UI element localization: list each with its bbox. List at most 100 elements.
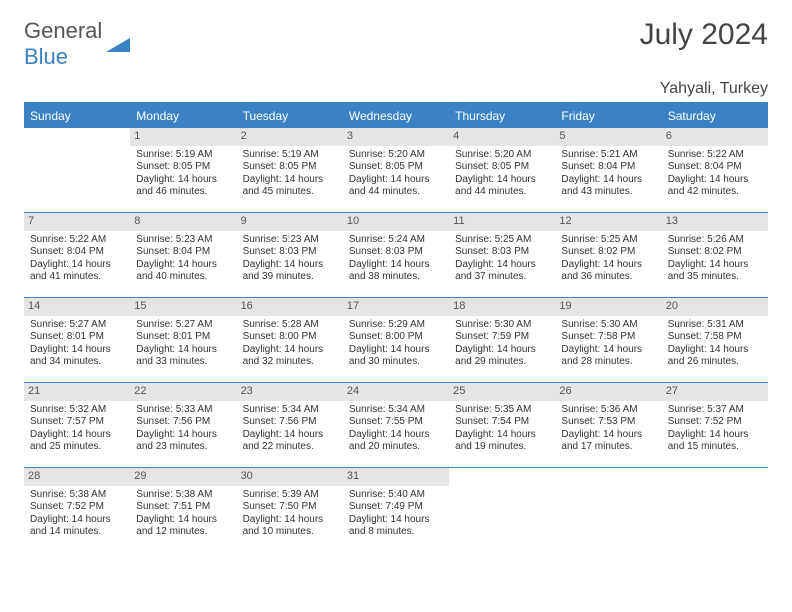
sunrise-line: Sunrise: 5:35 AM — [455, 404, 549, 417]
sunset-line: Sunset: 7:57 PM — [30, 416, 124, 429]
sunrise-line: Sunrise: 5:29 AM — [349, 319, 443, 332]
title-block: July 2024 — [640, 18, 768, 52]
day-cell: 27Sunrise: 5:37 AMSunset: 7:52 PMDayligh… — [662, 383, 768, 468]
day-cell: 23Sunrise: 5:34 AMSunset: 7:56 PMDayligh… — [237, 383, 343, 468]
daylight-line: Daylight: 14 hours and 39 minutes. — [243, 259, 337, 284]
sunrise-line: Sunrise: 5:25 AM — [561, 234, 655, 247]
daylight-line: Daylight: 14 hours and 43 minutes. — [561, 174, 655, 199]
daylight-line: Daylight: 14 hours and 25 minutes. — [30, 429, 124, 454]
day-number: 22 — [130, 383, 236, 401]
weekday-label: Thursday — [449, 104, 555, 128]
day-info: Sunrise: 5:22 AMSunset: 8:04 PMDaylight:… — [28, 234, 126, 284]
day-info: Sunrise: 5:20 AMSunset: 8:05 PMDaylight:… — [347, 149, 445, 199]
day-info: Sunrise: 5:38 AMSunset: 7:51 PMDaylight:… — [134, 489, 232, 539]
logo-word-2: Blue — [24, 44, 68, 69]
sunrise-line: Sunrise: 5:23 AM — [136, 234, 230, 247]
sunrise-line: Sunrise: 5:28 AM — [243, 319, 337, 332]
day-cell: 26Sunrise: 5:36 AMSunset: 7:53 PMDayligh… — [555, 383, 661, 468]
logo: General Blue — [24, 18, 134, 70]
sunrise-line: Sunrise: 5:26 AM — [668, 234, 762, 247]
day-cell-empty — [24, 128, 130, 213]
day-cell: 5Sunrise: 5:21 AMSunset: 8:04 PMDaylight… — [555, 128, 661, 213]
weekday-header: SundayMondayTuesdayWednesdayThursdayFrid… — [24, 104, 768, 128]
sunset-line: Sunset: 8:05 PM — [243, 161, 337, 174]
sunrise-line: Sunrise: 5:37 AM — [668, 404, 762, 417]
daylight-line: Daylight: 14 hours and 14 minutes. — [30, 514, 124, 539]
day-info: Sunrise: 5:21 AMSunset: 8:04 PMDaylight:… — [559, 149, 657, 199]
day-number: 1 — [130, 128, 236, 146]
logo-text: General Blue — [24, 18, 102, 70]
daylight-line: Daylight: 14 hours and 38 minutes. — [349, 259, 443, 284]
sunset-line: Sunset: 8:04 PM — [30, 246, 124, 259]
day-number: 13 — [662, 213, 768, 231]
sunrise-line: Sunrise: 5:40 AM — [349, 489, 443, 502]
day-cell: 6Sunrise: 5:22 AMSunset: 8:04 PMDaylight… — [662, 128, 768, 213]
sunset-line: Sunset: 7:51 PM — [136, 501, 230, 514]
daylight-line: Daylight: 14 hours and 19 minutes. — [455, 429, 549, 454]
daylight-line: Daylight: 14 hours and 8 minutes. — [349, 514, 443, 539]
day-cell: 2 Sunrise: 5:19 AMSunset: 8:05 PMDaylight… — [237, 128, 343, 213]
calendar-page: General Blue July 2024 Yahyali, Turkey S… — [0, 0, 792, 570]
day-cell: 30 Sunrise: 5:39 AMSunset: 7:50 PMDayligh… — [237, 468, 343, 552]
sunset-line: Sunset: 8:04 PM — [561, 161, 655, 174]
day-info: Sunrise: 5:25 AMSunset: 8:03 PMDaylight:… — [453, 234, 551, 284]
sunset-line: Sunset: 7:50 PM — [243, 501, 337, 514]
sunset-line: Sunset: 7:49 PM — [349, 501, 443, 514]
day-info: Sunrise: 5:23 AMSunset: 8:04 PMDaylight:… — [134, 234, 232, 284]
sunrise-line: Sunrise: 5:22 AM — [668, 149, 762, 162]
daylight-line: Daylight: 14 hours and 41 minutes. — [30, 259, 124, 284]
daylight-line: Daylight: 14 hours and 28 minutes. — [561, 344, 655, 369]
day-number: 19 — [555, 298, 661, 316]
daylight-line: Daylight: 14 hours and 34 minutes. — [30, 344, 124, 369]
weekday-label: Sunday — [24, 104, 130, 128]
day-cell: 10Sunrise: 5:24 AMSunset: 8:03 PMDayligh… — [343, 213, 449, 298]
day-number: 16 — [237, 298, 343, 316]
sunrise-line: Sunrise: 5:19 AM — [243, 149, 337, 162]
day-cell: 15Sunrise: 5:27 AMSunset: 8:01 PMDayligh… — [130, 298, 236, 383]
logo-word-1: General — [24, 18, 102, 43]
day-info: Sunrise: 5:39 AMSunset: 7:50 PMDaylight:… — [241, 489, 339, 539]
day-number: 25 — [449, 383, 555, 401]
daylight-line: Daylight: 14 hours and 36 minutes. — [561, 259, 655, 284]
sunrise-line: Sunrise: 5:36 AM — [561, 404, 655, 417]
day-info: Sunrise: 5:25 AMSunset: 8:02 PMDaylight:… — [559, 234, 657, 284]
day-info: Sunrise: 5:36 AMSunset: 7:53 PMDaylight:… — [559, 404, 657, 454]
sunrise-line: Sunrise: 5:20 AM — [455, 149, 549, 162]
day-number: 20 — [662, 298, 768, 316]
sunrise-line: Sunrise: 5:33 AM — [136, 404, 230, 417]
day-cell: 7Sunrise: 5:22 AMSunset: 8:04 PMDaylight… — [24, 213, 130, 298]
sunset-line: Sunset: 7:56 PM — [136, 416, 230, 429]
sunrise-line: Sunrise: 5:39 AM — [243, 489, 337, 502]
daylight-line: Daylight: 14 hours and 44 minutes. — [455, 174, 549, 199]
day-info: Sunrise: 5:34 AMSunset: 7:55 PMDaylight:… — [347, 404, 445, 454]
day-number: 2 — [237, 128, 343, 146]
day-cell: 28Sunrise: 5:38 AMSunset: 7:52 PMDayligh… — [24, 468, 130, 552]
day-number: 30 — [237, 468, 343, 486]
day-info: Sunrise: 5:19 AMSunset: 8:05 PMDaylight:… — [134, 149, 232, 199]
day-cell: 24Sunrise: 5:34 AMSunset: 7:55 PMDayligh… — [343, 383, 449, 468]
sunrise-line: Sunrise: 5:23 AM — [243, 234, 337, 247]
day-cell: 9Sunrise: 5:23 AMSunset: 8:03 PMDaylight… — [237, 213, 343, 298]
daylight-line: Daylight: 14 hours and 45 minutes. — [243, 174, 337, 199]
sunrise-line: Sunrise: 5:22 AM — [30, 234, 124, 247]
day-info: Sunrise: 5:40 AMSunset: 7:49 PMDaylight:… — [347, 489, 445, 539]
day-cell: 1 Sunrise: 5:19 AMSunset: 8:05 PMDaylight… — [130, 128, 236, 213]
day-info: Sunrise: 5:32 AMSunset: 7:57 PMDaylight:… — [28, 404, 126, 454]
day-number: 8 — [130, 213, 236, 231]
calendar-grid: 1Sunrise: 5:19 AMSunset: 8:05 PMDaylight… — [24, 128, 768, 552]
day-number: 10 — [343, 213, 449, 231]
day-cell: 29Sunrise: 5:38 AMSunset: 7:51 PMDayligh… — [130, 468, 236, 552]
day-number: 9 — [237, 213, 343, 231]
day-info: Sunrise: 5:22 AMSunset: 8:04 PMDaylight:… — [666, 149, 764, 199]
sunrise-line: Sunrise: 5:31 AM — [668, 319, 762, 332]
day-cell: 25 Sunrise: 5:35 AMSunset: 7:54 PMDayligh… — [449, 383, 555, 468]
sunrise-line: Sunrise: 5:19 AM — [136, 149, 230, 162]
sunset-line: Sunset: 8:01 PM — [30, 331, 124, 344]
sunset-line: Sunset: 7:54 PM — [455, 416, 549, 429]
triangle-icon — [104, 34, 134, 54]
sunset-line: Sunset: 8:05 PM — [349, 161, 443, 174]
daylight-line: Daylight: 14 hours and 12 minutes. — [136, 514, 230, 539]
weekday-label: Friday — [555, 104, 661, 128]
sunset-line: Sunset: 7:56 PM — [243, 416, 337, 429]
day-info: Sunrise: 5:30 AMSunset: 7:58 PMDaylight:… — [559, 319, 657, 369]
